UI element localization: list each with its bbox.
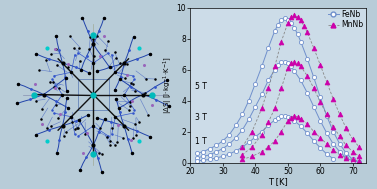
Text: 5 T: 5 T — [195, 82, 207, 91]
Text: 3 T: 3 T — [195, 113, 207, 122]
Text: 1 T: 1 T — [195, 137, 207, 146]
Legend: FeNb, MnNb: FeNb, MnNb — [327, 9, 364, 30]
Y-axis label: |ΔS| [J·kg$^{-1}$·K$^{-1}$]: |ΔS| [J·kg$^{-1}$·K$^{-1}$] — [162, 56, 175, 114]
X-axis label: T [K]: T [K] — [268, 177, 288, 186]
